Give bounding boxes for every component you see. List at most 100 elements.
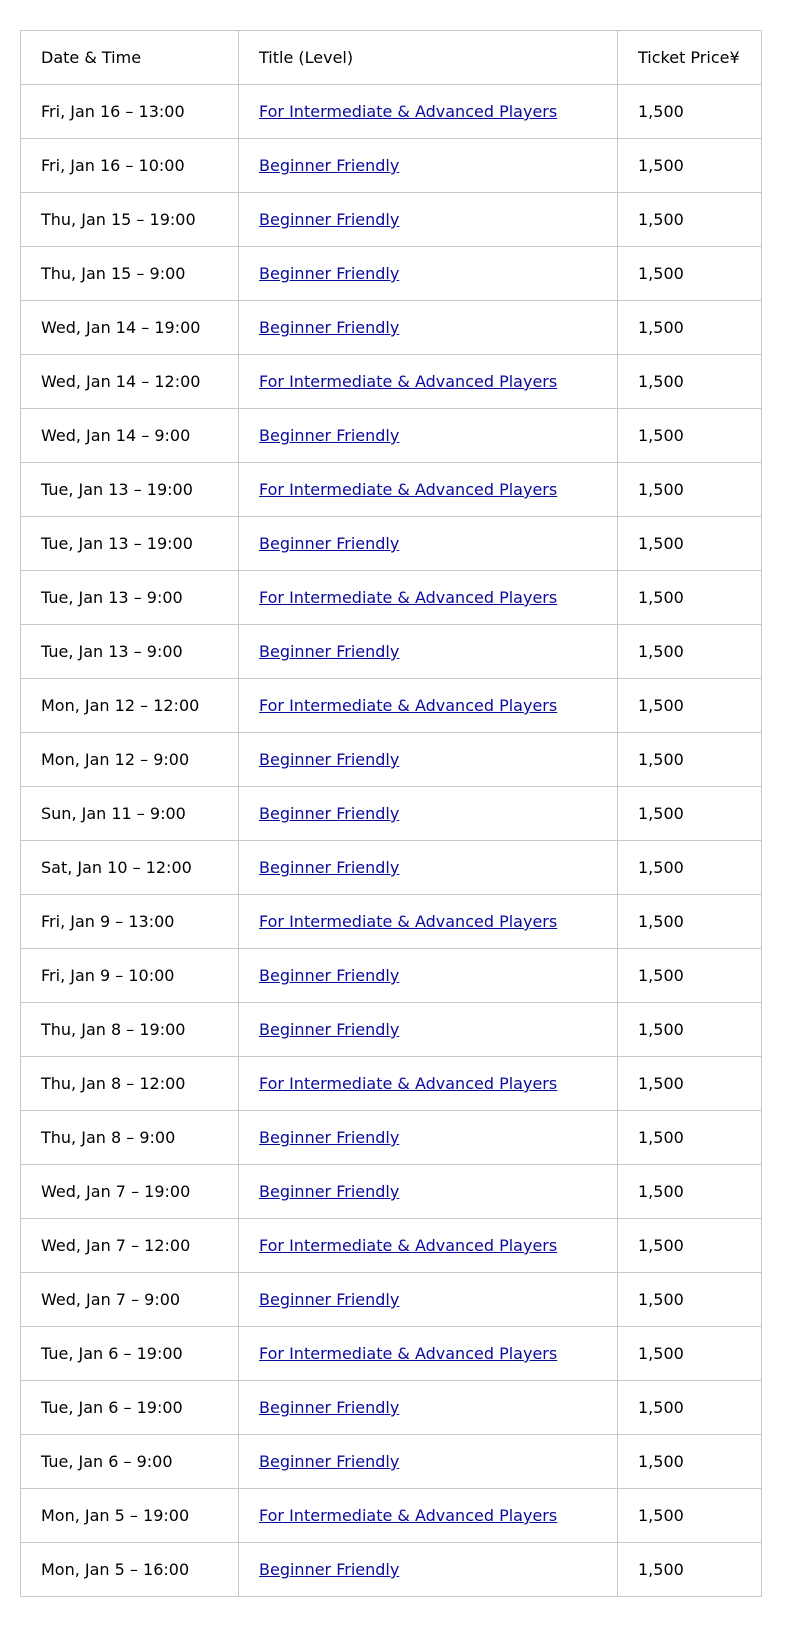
table-row: Mon, Jan 12 – 9:00 Beginner Friendly 1,500 [20,732,762,787]
event-title-link[interactable]: For Intermediate & Advanced Players [259,912,558,931]
table-row: Sun, Jan 11 – 9:00 Beginner Friendly 1,500 [20,786,762,841]
event-title-link[interactable]: Beginner Friendly [259,534,400,553]
event-title-link[interactable]: Beginner Friendly [259,1182,400,1201]
price-cell: 1,500 [617,408,762,463]
title-cell: For Intermediate & Advanced Players [238,1218,618,1273]
table-row: Tue, Jan 6 – 9:00 Beginner Friendly 1,500 [20,1434,762,1489]
table-row: Wed, Jan 14 – 19:00 Beginner Friendly 1,50… [20,300,762,355]
title-cell: For Intermediate & Advanced Players [238,1326,618,1381]
event-title-link[interactable]: Beginner Friendly [259,264,400,283]
event-title-link[interactable]: For Intermediate & Advanced Players [259,1236,558,1255]
price-cell: 1,500 [617,894,762,949]
title-cell: For Intermediate & Advanced Players [238,462,618,517]
date-time-cell: Tue, Jan 6 – 19:00 [20,1326,239,1381]
title-cell: For Intermediate & Advanced Players [238,354,618,409]
event-title-link[interactable]: Beginner Friendly [259,156,400,175]
date-time-cell: Tue, Jan 13 – 19:00 [20,462,239,517]
event-title-link[interactable]: Beginner Friendly [259,804,400,823]
date-time-cell: Sat, Jan 10 – 12:00 [20,840,239,895]
table-row: Wed, Jan 14 – 12:00 For Intermediate & Ad… [20,354,762,409]
price-cell: 1,500 [617,1110,762,1165]
date-time-cell: Wed, Jan 7 – 9:00 [20,1272,239,1327]
header-date-time: Date & Time [20,30,239,85]
price-cell: 1,500 [617,1380,762,1435]
title-cell: Beginner Friendly [238,1434,618,1489]
event-title-link[interactable]: For Intermediate & Advanced Players [259,1074,558,1093]
title-cell: Beginner Friendly [238,732,618,787]
table-row: Tue, Jan 13 – 9:00 For Intermediate & Adv… [20,570,762,625]
event-title-link[interactable]: For Intermediate & Advanced Players [259,1344,558,1363]
title-cell: Beginner Friendly [238,1164,618,1219]
date-time-cell: Sun, Jan 11 – 9:00 [20,786,239,841]
date-time-cell: Tue, Jan 13 – 19:00 [20,516,239,571]
event-title-link[interactable]: Beginner Friendly [259,1290,400,1309]
title-cell: Beginner Friendly [238,1380,618,1435]
title-cell: Beginner Friendly [238,300,618,355]
price-cell: 1,500 [617,84,762,139]
date-time-cell: Tue, Jan 13 – 9:00 [20,624,239,679]
date-time-cell: Fri, Jan 16 – 13:00 [20,84,239,139]
date-time-cell: Mon, Jan 12 – 9:00 [20,732,239,787]
date-time-cell: Fri, Jan 16 – 10:00 [20,138,239,193]
price-cell: 1,500 [617,192,762,247]
event-title-link[interactable]: Beginner Friendly [259,1560,400,1579]
event-title-link[interactable]: Beginner Friendly [259,642,400,661]
title-cell: Beginner Friendly [238,246,618,301]
title-cell: Beginner Friendly [238,840,618,895]
table-row: Wed, Jan 7 – 9:00 Beginner Friendly 1,500 [20,1272,762,1327]
price-cell: 1,500 [617,138,762,193]
event-title-link[interactable]: Beginner Friendly [259,966,400,985]
price-cell: 1,500 [617,462,762,517]
date-time-cell: Wed, Jan 7 – 12:00 [20,1218,239,1273]
price-cell: 1,500 [617,1434,762,1489]
event-title-link[interactable]: For Intermediate & Advanced Players [259,588,558,607]
event-title-link[interactable]: Beginner Friendly [259,426,400,445]
event-title-link[interactable]: Beginner Friendly [259,750,400,769]
date-time-cell: Fri, Jan 9 – 10:00 [20,948,239,1003]
header-row: Date & Time Title (Level) Ticket Price¥ [20,30,762,85]
date-time-cell: Mon, Jan 5 – 19:00 [20,1488,239,1543]
event-title-link[interactable]: Beginner Friendly [259,1398,400,1417]
title-cell: Beginner Friendly [238,1002,618,1057]
event-title-link[interactable]: For Intermediate & Advanced Players [259,102,558,121]
price-cell: 1,500 [617,1164,762,1219]
date-time-cell: Tue, Jan 6 – 9:00 [20,1434,239,1489]
price-cell: 1,500 [617,948,762,1003]
title-cell: For Intermediate & Advanced Players [238,1488,618,1543]
price-cell: 1,500 [617,1002,762,1057]
table-row: Tue, Jan 13 – 19:00 For Intermediate & Ad… [20,462,762,517]
title-cell: For Intermediate & Advanced Players [238,570,618,625]
title-cell: Beginner Friendly [238,1110,618,1165]
event-title-link[interactable]: Beginner Friendly [259,858,400,877]
date-time-cell: Wed, Jan 14 – 9:00 [20,408,239,463]
price-cell: 1,500 [617,570,762,625]
event-title-link[interactable]: Beginner Friendly [259,210,400,229]
event-title-link[interactable]: Beginner Friendly [259,318,400,337]
price-cell: 1,500 [617,624,762,679]
date-time-cell: Thu, Jan 8 – 12:00 [20,1056,239,1111]
event-title-link[interactable]: For Intermediate & Advanced Players [259,480,558,499]
event-title-link[interactable]: For Intermediate & Advanced Players [259,696,558,715]
table-row: Tue, Jan 6 – 19:00 Beginner Friendly 1,500 [20,1380,762,1435]
event-title-link[interactable]: For Intermediate & Advanced Players [259,372,558,391]
price-cell: 1,500 [617,1326,762,1381]
event-title-link[interactable]: Beginner Friendly [259,1128,400,1147]
event-title-link[interactable]: For Intermediate & Advanced Players [259,1506,558,1525]
date-time-cell: Thu, Jan 8 – 9:00 [20,1110,239,1165]
title-cell: For Intermediate & Advanced Players [238,84,618,139]
table-row: Wed, Jan 7 – 19:00 Beginner Friendly 1,500 [20,1164,762,1219]
table-row: Thu, Jan 8 – 12:00 For Intermediate & Adv… [20,1056,762,1111]
title-cell: Beginner Friendly [238,624,618,679]
header-title-level: Title (Level) [238,30,618,85]
title-cell: Beginner Friendly [238,408,618,463]
price-cell: 1,500 [617,1542,762,1597]
event-title-link[interactable]: Beginner Friendly [259,1452,400,1471]
table-row: Thu, Jan 15 – 9:00 Beginner Friendly 1,500 [20,246,762,301]
price-cell: 1,500 [617,1218,762,1273]
table-row: Thu, Jan 8 – 19:00 Beginner Friendly 1,500 [20,1002,762,1057]
table-row: Sat, Jan 10 – 12:00 Beginner Friendly 1,50… [20,840,762,895]
title-cell: Beginner Friendly [238,1542,618,1597]
table-row: Tue, Jan 13 – 19:00 Beginner Friendly 1,50… [20,516,762,571]
table-row: Fri, Jan 16 – 10:00 Beginner Friendly 1,50… [20,138,762,193]
event-title-link[interactable]: Beginner Friendly [259,1020,400,1039]
